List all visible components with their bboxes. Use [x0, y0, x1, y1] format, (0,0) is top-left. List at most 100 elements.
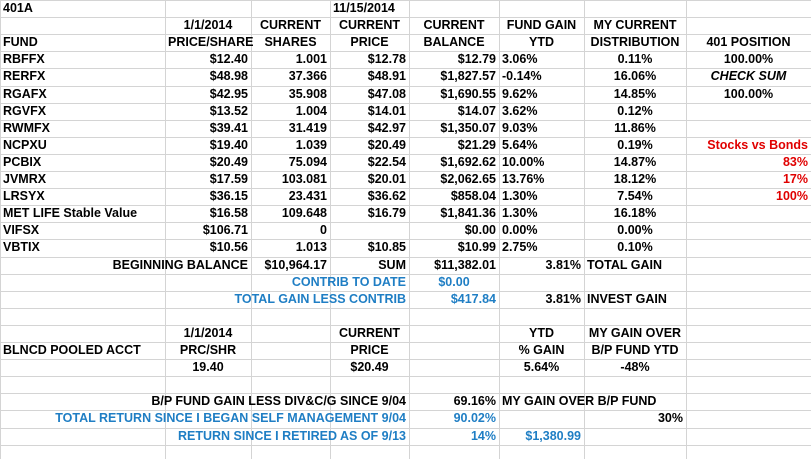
fund-price-cell[interactable]: $14.01: [367, 104, 406, 118]
fund-gain-cell[interactable]: 3.06%: [502, 52, 538, 66]
header-price-share[interactable]: PRICE/SHARE: [168, 35, 254, 49]
fund-price-share-cell[interactable]: $36.15: [209, 189, 248, 203]
bonds-pct-cell[interactable]: 17%: [782, 172, 808, 186]
contrib-to-date-value[interactable]: $0.00: [438, 275, 470, 289]
fund-distribution-cell[interactable]: 0.19%: [617, 138, 653, 152]
pooled-current-header[interactable]: CURRENT: [338, 326, 401, 340]
header-date-current-top[interactable]: 11/15/2014: [333, 1, 395, 15]
header-fund[interactable]: FUND: [3, 35, 38, 49]
self-management-return-value[interactable]: 90.02%: [453, 411, 496, 425]
fund-balance-cell[interactable]: $0.00: [464, 223, 496, 237]
fund-distribution-cell[interactable]: 7.54%: [617, 189, 653, 203]
header-fund-gain[interactable]: FUND GAIN: [506, 18, 577, 32]
my-gain-over-bp-label[interactable]: MY GAIN OVER B/P FUND: [502, 394, 657, 408]
fund-price-cell[interactable]: $16.79: [367, 206, 406, 220]
fund-price-cell[interactable]: $20.49: [367, 138, 406, 152]
fund-balance-cell[interactable]: $10.99: [457, 240, 496, 254]
fund-distribution-cell[interactable]: 0.11%: [617, 52, 653, 66]
fund-balance-cell[interactable]: $21.29: [457, 138, 496, 152]
fund-price-share-cell[interactable]: $10.56: [209, 240, 248, 254]
pooled-bp-fund-ytd-header[interactable]: B/P FUND YTD: [591, 343, 679, 357]
retired-return-value[interactable]: $1,380.99: [525, 429, 581, 443]
fund-balance-cell[interactable]: $1,841.36: [440, 206, 496, 220]
gain-less-contrib-value[interactable]: $417.84: [450, 292, 496, 306]
fund-gain-cell[interactable]: -0.14%: [502, 69, 542, 83]
pooled-date-header[interactable]: 1/1/2014: [183, 326, 233, 340]
total-pct-cell[interactable]: 100%: [776, 189, 808, 203]
fund-name-cell[interactable]: RGVFX: [3, 104, 47, 118]
fund-price-cell[interactable]: $10.85: [367, 240, 406, 254]
pooled-acct-label[interactable]: BLNCD POOLED ACCT: [3, 343, 141, 357]
fund-gain-cell[interactable]: 13.76%: [502, 172, 545, 186]
fund-gain-cell[interactable]: 1.30%: [502, 206, 538, 220]
fund-price-share-cell[interactable]: $13.52: [209, 104, 248, 118]
pooled-current-price[interactable]: $20.49: [350, 360, 389, 374]
fund-price-cell[interactable]: $42.97: [367, 121, 406, 135]
header-401-position[interactable]: 401 POSITION: [706, 35, 791, 49]
fund-shares-cell[interactable]: 75.094: [288, 155, 327, 169]
fund-name-cell[interactable]: PCBIX: [3, 155, 42, 169]
fund-shares-cell[interactable]: 37.366: [288, 69, 327, 83]
total-gain-pct[interactable]: 3.81%: [545, 258, 581, 272]
fund-price-share-cell[interactable]: $39.41: [209, 121, 248, 135]
header-balance[interactable]: BALANCE: [423, 35, 485, 49]
fund-shares-cell[interactable]: 1.013: [295, 240, 327, 254]
header-current-balance[interactable]: CURRENT: [423, 18, 485, 32]
fund-name-cell[interactable]: NCPXU: [3, 138, 47, 152]
header-date-start[interactable]: 1/1/2014: [183, 18, 233, 32]
fund-name-cell[interactable]: VIFSX: [3, 223, 40, 237]
fund-price-cell[interactable]: $20.01: [367, 172, 406, 186]
fund-shares-cell[interactable]: 0: [320, 223, 327, 237]
fund-gain-cell[interactable]: 10.00%: [502, 155, 545, 169]
stocks-pct-cell[interactable]: 83%: [782, 155, 808, 169]
fund-price-share-cell[interactable]: $106.71: [202, 223, 248, 237]
pooled-prc-shr-header[interactable]: PRC/SHR: [179, 343, 237, 357]
check-sum-label[interactable]: CHECK SUM: [710, 69, 787, 83]
fund-balance-cell[interactable]: $858.04: [450, 189, 496, 203]
fund-gain-cell[interactable]: 2.75%: [502, 240, 538, 254]
pooled-ytd-header[interactable]: YTD: [529, 326, 554, 340]
fund-price-share-cell[interactable]: $19.40: [209, 138, 248, 152]
fund-gain-cell[interactable]: 5.64%: [502, 138, 538, 152]
fund-price-share-cell[interactable]: $20.49: [209, 155, 248, 169]
fund-shares-cell[interactable]: 1.001: [295, 52, 327, 66]
fund-price-share-cell[interactable]: $12.40: [209, 52, 248, 66]
fund-name-cell[interactable]: RBFFX: [3, 52, 45, 66]
fund-name-cell[interactable]: LRSYX: [3, 189, 45, 203]
fund-gain-cell[interactable]: 9.62%: [502, 87, 538, 101]
fund-distribution-cell[interactable]: 18.12%: [613, 172, 657, 186]
fund-shares-cell[interactable]: 31.419: [288, 121, 327, 135]
fund-price-cell[interactable]: [330, 222, 409, 239]
contrib-to-date-label[interactable]: CONTRIB TO DATE: [291, 275, 406, 289]
total-gain-label[interactable]: TOTAL GAIN: [587, 258, 662, 272]
header-current-shares[interactable]: CURRENT: [259, 18, 322, 32]
header-current-price[interactable]: CURRENT: [338, 18, 401, 32]
fund-gain-cell[interactable]: 1.30%: [502, 189, 538, 203]
sum-value[interactable]: $11,382.01: [434, 258, 496, 272]
header-shares[interactable]: SHARES: [264, 35, 317, 49]
pooled-my-gain-over-header[interactable]: MY GAIN OVER: [588, 326, 682, 340]
fund-name-cell[interactable]: JVMRX: [3, 172, 47, 186]
pooled-gain[interactable]: 5.64%: [523, 360, 560, 374]
fund-balance-cell[interactable]: $1,690.55: [440, 87, 496, 101]
pooled-gain-over[interactable]: -48%: [620, 360, 650, 374]
fund-shares-cell[interactable]: 23.431: [288, 189, 327, 203]
fund-distribution-cell[interactable]: 14.85%: [613, 87, 657, 101]
pooled-start-price[interactable]: 19.40: [192, 360, 224, 374]
fund-gain-cell[interactable]: 3.62%: [502, 104, 538, 118]
fund-price-cell[interactable]: $48.91: [367, 69, 406, 83]
fund-distribution-cell[interactable]: 16.06%: [613, 69, 657, 83]
stocks-vs-bonds-label[interactable]: Stocks vs Bonds: [707, 138, 808, 152]
invest-gain-pct[interactable]: 3.81%: [545, 292, 581, 306]
fund-balance-cell[interactable]: $1,827.57: [440, 69, 496, 83]
fund-shares-cell[interactable]: 35.908: [288, 87, 327, 101]
self-management-return-label[interactable]: TOTAL RETURN SINCE I BEGAN SELF MANAGEME…: [55, 411, 406, 425]
fund-balance-cell[interactable]: $2,062.65: [440, 172, 496, 186]
check-sum-value[interactable]: 100.00%: [723, 87, 774, 101]
sum-label[interactable]: SUM: [378, 258, 406, 272]
header-price[interactable]: PRICE: [350, 35, 389, 49]
fund-distribution-cell[interactable]: 16.18%: [613, 206, 657, 220]
bp-fund-gain-value[interactable]: 69.16%: [453, 394, 496, 408]
fund-price-cell[interactable]: $47.08: [367, 87, 406, 101]
